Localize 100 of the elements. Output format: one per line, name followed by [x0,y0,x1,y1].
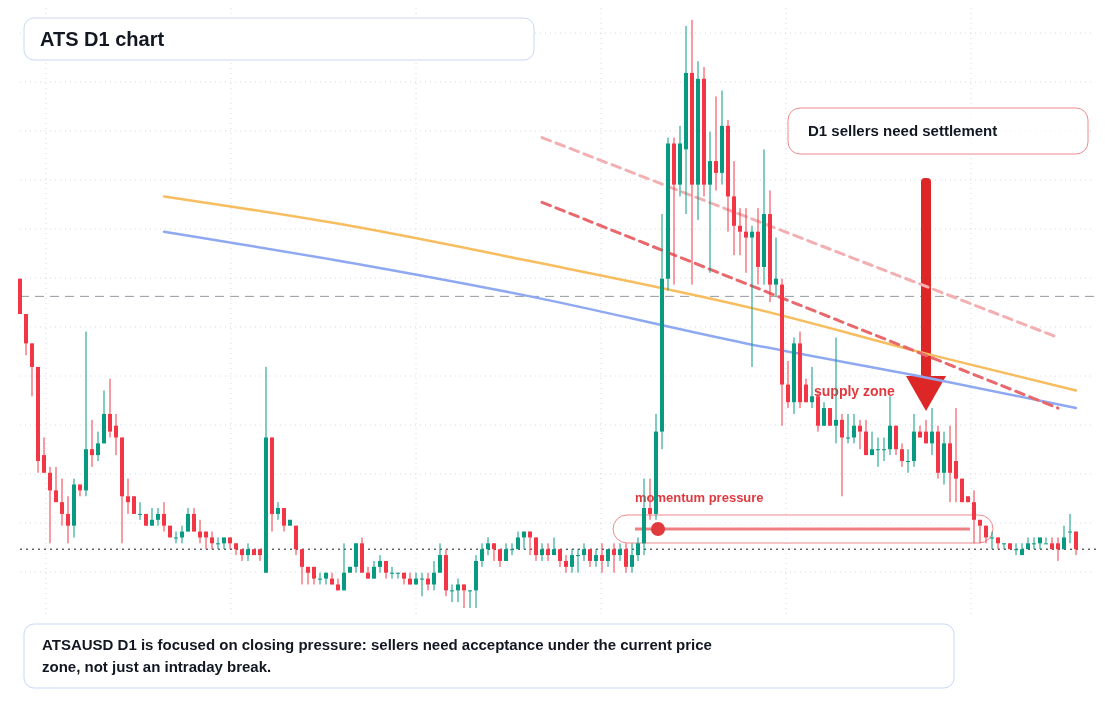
candlestick [306,566,310,585]
candlestick [888,395,892,456]
candlestick [546,542,550,562]
candlestick [1002,542,1006,550]
candlestick [600,542,604,574]
candlestick [258,548,262,562]
candlestick [1044,536,1048,545]
candlestick [810,366,814,409]
candlestick [618,542,622,562]
candlestick [156,507,160,527]
candlestick [552,536,556,556]
candlestick [858,419,862,450]
candlestick [186,507,190,533]
candlestick [744,207,748,274]
candlestick [612,542,616,574]
candlestick [240,548,244,562]
candlestick [282,507,286,533]
candlestick [96,431,100,462]
candlestick [462,583,466,609]
candlestick [126,478,130,515]
candlestick [60,478,64,527]
candlestick [564,554,568,574]
candlestick [972,489,976,544]
candlestick [1038,536,1042,550]
candlestick [624,542,628,574]
candlestick [420,572,424,597]
candlestick [1050,536,1054,550]
candlestick [468,589,472,609]
candlestick [480,542,484,568]
candlestick [894,425,898,456]
candlestick [318,572,322,585]
candlestick [852,413,856,444]
candlestick [1026,536,1030,550]
candlestick [1020,542,1024,556]
candlestick [774,237,778,297]
candlestick [138,501,142,521]
candlestick [876,436,880,468]
candlestick [222,536,226,550]
candlestick [534,536,538,562]
candlestick [366,566,370,580]
candlestick [540,542,544,562]
candlestick [378,554,382,574]
candlestick [1032,536,1036,550]
candlestick [390,566,394,580]
candlestick [456,578,460,603]
candlestick [570,548,574,574]
candlestick [786,360,790,409]
candlestick [840,413,844,497]
candlestick [210,531,214,550]
candlestick [396,572,400,580]
candlestick [276,501,280,521]
candlestick [486,536,490,556]
candlestick [1068,513,1072,544]
candlestick [582,542,586,562]
candlestick [1056,536,1060,562]
candlestick [114,413,118,456]
candlestick [510,542,514,556]
candlestick [714,95,718,192]
candlestick [492,542,496,562]
candlestick [300,548,304,585]
candlestick [636,536,640,562]
candlestick [90,419,94,468]
candlestick [738,207,742,256]
candlestick [576,548,580,574]
candlestick [54,466,58,503]
candlestick [708,131,712,274]
candlestick [846,413,850,444]
candlestick [630,542,634,574]
candlestick [294,525,298,556]
candlestick [882,436,886,462]
chart-title: ATS D1 chart [40,28,165,50]
candlestick [900,442,904,468]
candlestick [822,401,826,427]
candlestick [42,436,46,474]
candlestick [354,542,358,574]
candlestick [996,536,1000,550]
candlestick [750,225,754,368]
candlestick [234,542,238,556]
candlestick [66,495,70,544]
candlestick [30,342,34,397]
candlestick [432,560,436,591]
candlestick [192,507,196,533]
candlestick [48,466,52,544]
candlestick [594,548,598,568]
candlestick [864,419,868,456]
annotation: D1 sellers need settlement [808,122,998,139]
candlestick [930,407,934,456]
candlestick [246,542,250,562]
text: ATSAUSD D1 is focused on closing pressure: sellers need acceptance under the current price zone, not just an intraday break. [42,636,712,675]
candlestick [150,507,154,527]
candlestick [990,531,994,550]
candlestick [954,407,958,503]
candlestick [174,531,178,544]
candlestick [162,501,166,533]
candlestick [216,536,220,550]
candlestick [450,583,454,603]
candlestick [342,542,346,591]
candlestick [108,378,112,438]
candlestick [438,542,442,574]
candlestick [1014,542,1018,556]
